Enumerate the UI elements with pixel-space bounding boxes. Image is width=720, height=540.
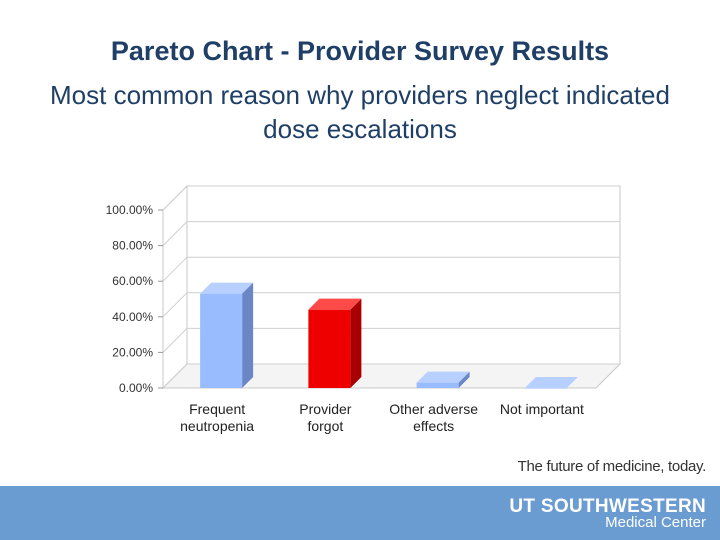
x-tick-label: Provider [299, 401, 351, 417]
bar-2 [308, 298, 362, 388]
bar-side [350, 298, 362, 388]
bar-4 [524, 377, 578, 389]
bar-front [524, 388, 567, 389]
gridline [162, 292, 620, 318]
pareto-chart: 0.00% 20.00% 40.00% 60.00% 80.00% 100.00% Fre… [106, 184, 622, 434]
x-tick-label: forgot [307, 418, 343, 434]
bar-side [242, 282, 254, 388]
y-tick-label: 40.00% [112, 310, 153, 324]
side-wall [162, 184, 188, 390]
brand-subtext: Medical Center [605, 514, 706, 531]
tagline: The future of medicine, today. [517, 458, 707, 475]
x-tick-label: Other adverse [389, 401, 478, 417]
y-tick-label: 60.00% [112, 274, 153, 288]
bar-3 [416, 371, 470, 388]
y-tick-label: 80.00% [112, 239, 153, 253]
bar-top [308, 298, 362, 310]
x-tick-label: Not important [500, 401, 584, 417]
footer-bar [0, 486, 720, 540]
gridline [162, 221, 620, 246]
bar-front [416, 382, 459, 388]
bar-side [458, 371, 470, 388]
bar-1 [200, 282, 254, 388]
gridline [162, 327, 620, 353]
bar-front [308, 309, 351, 388]
x-tick-label: effects [413, 418, 454, 434]
bar-front [200, 293, 243, 388]
chart-walls [161, 184, 622, 390]
x-tick-label: Frequent [189, 401, 245, 417]
gridline [162, 185, 620, 211]
brand-logo-text: UT SOUTHWESTERN [509, 496, 706, 517]
bar-top [416, 371, 470, 383]
x-tick-label: neutropenia [180, 418, 254, 434]
y-tick-label: 20.00% [112, 345, 153, 359]
y-tick-label: 0.00% [119, 381, 153, 395]
bar-top [524, 377, 578, 388]
y-tick-label: 100.00% [106, 203, 154, 217]
chart-bars [200, 282, 578, 389]
chart-title: Pareto Chart - Provider Survey Results [110, 36, 610, 66]
bar-top [200, 282, 254, 294]
y-axis-ticks: 0.00% 20.00% 40.00% 60.00% 80.00% 100.00% [106, 203, 163, 395]
gridline [162, 256, 620, 282]
chart-gridlines [162, 185, 620, 389]
chart-subtitle: Most common reason why providers neglect… [50, 80, 670, 144]
gridline [162, 363, 620, 389]
